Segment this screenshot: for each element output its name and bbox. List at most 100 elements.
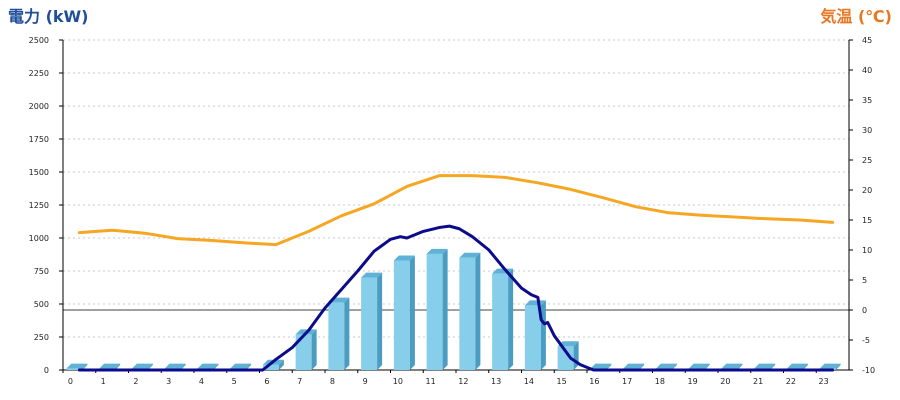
x-tick-label: 16 [589, 377, 599, 386]
y-tick-left-label: 1500 [29, 168, 49, 177]
power-bar-top [819, 363, 841, 369]
power-bar-top [786, 363, 808, 369]
power-bar-top [459, 252, 481, 258]
power-bar-side [213, 363, 219, 370]
power-bar-front [557, 346, 574, 370]
power-bar-top [754, 363, 776, 369]
power-bar-front [393, 260, 410, 370]
x-tick-label: 19 [688, 377, 698, 386]
power-bar-front [492, 273, 509, 370]
power-bar-top [66, 363, 88, 369]
power-bar-side [82, 363, 88, 370]
y-tick-right-label: 20 [862, 186, 872, 195]
x-tick-label: 17 [622, 377, 632, 386]
power-bar-top [623, 363, 645, 369]
power-bar-front [262, 364, 279, 370]
power-bar [492, 268, 514, 370]
power-bar-front [361, 277, 378, 370]
power-bar-side [573, 341, 579, 370]
x-tick-label: 3 [166, 377, 171, 386]
axes [59, 39, 853, 373]
y-tick-left-label: 2250 [29, 69, 49, 78]
power-bar-front [459, 257, 476, 370]
temperature-line [77, 174, 835, 247]
power-bar-top [426, 248, 448, 254]
y-tick-right-label: 25 [862, 156, 872, 165]
x-tick-label: 0 [68, 377, 73, 386]
y-axis-left-title: 電力 (kW) [8, 7, 89, 26]
power-bar-side [278, 359, 284, 370]
power-bar [426, 248, 448, 370]
power-bar-top [164, 363, 186, 369]
power-bar-side [442, 248, 448, 370]
x-tick-label: 9 [363, 377, 368, 386]
power-bar-side [639, 363, 645, 370]
x-tick-label: 18 [655, 377, 665, 386]
power-bar-front [66, 368, 83, 370]
power-bar-top [721, 363, 743, 369]
power-bar-front [295, 334, 312, 370]
tick-labels: 02505007501000125015001750200022502500-1… [29, 36, 875, 386]
x-tick-label: 10 [393, 377, 403, 386]
power-bar-side [606, 363, 612, 370]
power-bar-side [737, 363, 743, 370]
y-tick-left-label: 0 [44, 366, 49, 375]
power-bar-side [835, 363, 841, 370]
x-tick-label: 13 [491, 377, 501, 386]
y-tick-right-label: 40 [862, 66, 872, 75]
y-tick-left-label: 250 [34, 333, 49, 342]
x-tick-label: 8 [330, 377, 335, 386]
y-tick-right-label: 45 [862, 36, 872, 45]
y-tick-right-label: 15 [862, 216, 872, 225]
x-tick-label: 2 [133, 377, 138, 386]
power-bar-front [524, 305, 541, 370]
power-bar-front [328, 302, 345, 370]
x-tick-label: 14 [524, 377, 534, 386]
power-bar-side [311, 329, 317, 370]
power-bar-top [655, 363, 677, 369]
power-bars [66, 248, 841, 370]
x-tick-label: 7 [297, 377, 302, 386]
power-bar-top [590, 363, 612, 369]
y-tick-left-label: 2000 [29, 102, 49, 111]
y-tick-right-label: -5 [862, 336, 870, 345]
power-bar-side [246, 363, 252, 370]
y-tick-right-label: 0 [862, 306, 867, 315]
power-bar [66, 363, 88, 370]
x-tick-label: 11 [426, 377, 436, 386]
power-bar-side [115, 363, 121, 370]
power-bar [524, 300, 546, 370]
y-tick-left-label: 750 [34, 267, 49, 276]
power-bar-top [99, 363, 121, 369]
power-bar-top [230, 363, 252, 369]
power-bar-side [704, 363, 710, 370]
x-tick-label: 5 [232, 377, 237, 386]
x-tick-label: 4 [199, 377, 204, 386]
power-bar-top [688, 363, 710, 369]
power-bar [361, 272, 383, 370]
power-bar-front [426, 253, 443, 370]
power-bar-side [409, 255, 415, 370]
y-axis-right-title: 気温 (℃) [820, 7, 892, 26]
power-bar-side [540, 300, 546, 370]
x-tick-label: 12 [458, 377, 468, 386]
power-bar-top [361, 272, 383, 278]
power-bar [328, 297, 350, 370]
power-bar [393, 255, 415, 370]
y-tick-left-label: 500 [34, 300, 49, 309]
y-tick-left-label: 1250 [29, 201, 49, 210]
x-tick-label: 21 [753, 377, 763, 386]
x-tick-label: 23 [819, 377, 829, 386]
power-bar-side [508, 268, 514, 370]
power-bar-top [131, 363, 153, 369]
power-line [77, 224, 835, 372]
x-tick-label: 1 [101, 377, 106, 386]
power-bar [459, 252, 481, 370]
grid [63, 39, 849, 338]
power-bar-side [671, 363, 677, 370]
y-tick-right-label: 35 [862, 96, 872, 105]
y-tick-left-label: 2500 [29, 36, 49, 45]
power-bar-top [524, 300, 546, 306]
y-tick-right-label: 30 [862, 126, 872, 135]
y-tick-right-label: -10 [862, 366, 875, 375]
